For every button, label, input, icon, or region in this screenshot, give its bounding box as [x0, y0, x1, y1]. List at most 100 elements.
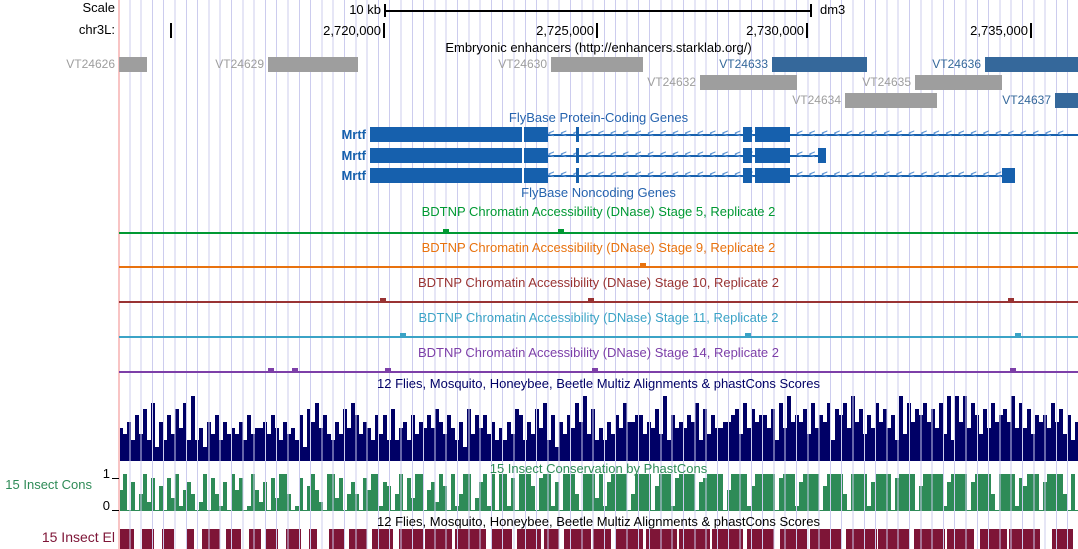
multiz-elements-track-title: 12 Flies, Mosquito, Honeybee, Beetle Mul… [377, 514, 820, 529]
conserved-element-block[interactable] [1009, 529, 1040, 549]
gene-isoform-mrtf[interactable]: <<<<<<<<<<<<<<<<<<<<<<<<<<<<<<<<<<<<<Mrt… [0, 168, 1078, 183]
signal-bump [1010, 368, 1016, 371]
enhancer-item-vt24637[interactable] [1055, 93, 1078, 108]
multiz-phastcons-histogram[interactable] [119, 395, 1078, 461]
conserved-element-block[interactable] [517, 529, 541, 549]
signal-bump [592, 368, 598, 371]
conserved-element-block[interactable] [425, 529, 452, 549]
conserved-element-block[interactable] [349, 529, 367, 549]
bdtnp-signal-baseline[interactable] [119, 266, 1078, 268]
enhancer-item-vt24630[interactable] [551, 57, 643, 72]
scalebar-unit-label: 10 kb [349, 2, 381, 17]
histogram-bar [239, 478, 243, 511]
conserved-element-block[interactable] [372, 529, 393, 549]
conserved-element-block[interactable] [712, 529, 743, 549]
exon-block [1002, 168, 1015, 183]
conserved-element-block[interactable] [162, 529, 174, 549]
track-title: BDTNP Chromatin Accessibility (DNase) St… [417, 345, 780, 360]
conserved-element-block[interactable] [455, 529, 486, 549]
conserved-element-block[interactable] [947, 529, 974, 549]
conserved-element-block[interactable] [226, 529, 241, 549]
conserved-element-block[interactable] [846, 529, 877, 549]
enhancer-item-vt24636[interactable] [985, 57, 1078, 72]
scale-bar-end-tick [810, 4, 812, 17]
exon-block [370, 148, 522, 163]
histogram-bar [387, 486, 391, 511]
gene-isoform-mrtf[interactable]: <<<<<<<<<<<<<<<<<<<<<<< Mrtf [0, 148, 1078, 163]
bdtnp-signal-baseline[interactable] [119, 232, 1078, 234]
conserved-element-block[interactable] [142, 529, 154, 549]
histogram-bar [191, 493, 195, 511]
axis-tick-min [112, 510, 119, 511]
conserved-element-block[interactable] [810, 529, 841, 549]
conserved-element-block[interactable] [544, 529, 559, 549]
enhancer-item-vt24632[interactable] [700, 75, 797, 90]
noncoding-track-title: FlyBase Noncoding Genes [521, 185, 676, 200]
conserved-element-block[interactable] [399, 529, 423, 549]
conserved-element-block[interactable] [249, 529, 261, 549]
bdtnp-signal-baseline[interactable] [119, 336, 1078, 338]
ruler-tick-label: 2,720,000 [323, 23, 381, 38]
enhancer-item-vt24629[interactable] [268, 57, 358, 72]
multiz-wig-track-title: 12 Flies, Mosquito, Honeybee, Beetle Mul… [377, 376, 820, 391]
gene-label: Mrtf [341, 168, 366, 183]
enhancer-item-vt24626[interactable] [119, 57, 147, 72]
histogram-bar [815, 474, 819, 511]
ruler-tick [383, 23, 385, 38]
bdtnp-signal-baseline[interactable] [119, 301, 1078, 303]
phastcons-left-label: 15 Insect Cons [5, 477, 92, 492]
phastcons-conservation-histogram[interactable] [119, 474, 1078, 511]
histogram-bar [719, 474, 723, 511]
enhancer-item-vt24634[interactable] [845, 93, 937, 108]
exon-block [576, 168, 579, 183]
conserved-element-block[interactable] [309, 529, 317, 549]
enhancer-item-vt24635[interactable] [915, 75, 1002, 90]
histogram-bar [491, 474, 495, 511]
gene-isoform-mrtf[interactable]: <<<<<<<<<<<<<<<<<<<<<<<<<<<<<<<<<<<<<<<<… [0, 127, 1078, 142]
exon-block [524, 148, 548, 163]
conserved-element-block[interactable] [747, 529, 774, 549]
track-title: BDTNP Chromatin Accessibility (DNase) St… [417, 275, 780, 290]
ruler-tick-label: 2,725,000 [536, 23, 594, 38]
conserved-element-block[interactable] [980, 529, 1007, 549]
histogram-bar [575, 493, 579, 511]
signal-bump [640, 263, 646, 266]
ruler-tick [1030, 23, 1032, 38]
ruler-tick-label: 2,735,000 [970, 23, 1028, 38]
conserved-element-block[interactable] [266, 529, 278, 549]
conserved-element-block[interactable] [564, 529, 591, 549]
conserved-element-block[interactable] [329, 529, 344, 549]
signal-bump [443, 229, 449, 232]
exon-block [576, 148, 579, 163]
histogram-bar [131, 482, 135, 511]
conserved-element-block[interactable] [186, 529, 194, 549]
chrom-label: chr3L: [78, 22, 115, 37]
conserved-element-block[interactable] [491, 529, 512, 549]
conserved-element-block[interactable] [780, 529, 807, 549]
histogram-bar [355, 493, 359, 511]
enhancer-item-label: VT24633 [719, 57, 768, 71]
histogram-bar [1071, 474, 1075, 511]
bdtnp-signal-baseline[interactable] [119, 371, 1078, 373]
conserved-element-block[interactable] [119, 529, 134, 549]
signal-bump [588, 298, 594, 301]
conserved-element-block[interactable] [593, 529, 611, 549]
ruler-tick [170, 23, 172, 38]
histogram-bar [223, 482, 227, 511]
conserved-element-block[interactable] [914, 529, 945, 549]
histogram-bar [531, 486, 535, 511]
track-title: BDTNP Chromatin Accessibility (DNase) St… [421, 240, 776, 255]
enhancer-item-vt24633[interactable] [772, 57, 867, 72]
histogram-bar [843, 493, 847, 511]
conserved-element-block[interactable] [878, 529, 909, 549]
enhancer-item-label: VT24637 [1002, 93, 1051, 107]
strand-arrows: <<<<<<<<<<<<<<<<<<<<<<<<<<<<<<<<<<<<<<<<… [548, 128, 1070, 140]
conserved-element-block[interactable] [1052, 529, 1073, 549]
conserved-element-block[interactable] [202, 529, 220, 549]
conserved-element-block[interactable] [679, 529, 710, 549]
enhancer-item-label: VT24629 [215, 57, 264, 71]
exon-block [370, 168, 522, 183]
conserved-element-block[interactable] [616, 529, 643, 549]
conserved-element-block[interactable] [286, 529, 301, 549]
conserved-element-block[interactable] [646, 529, 677, 549]
